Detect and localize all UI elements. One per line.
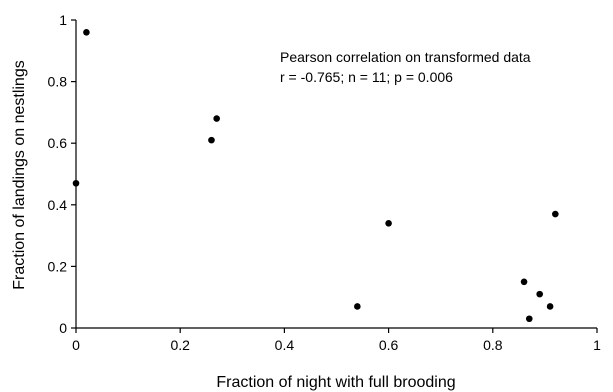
data-point <box>385 219 392 227</box>
annotation-line-2: r = -0.765; n = 11; p = 0.006 <box>280 69 453 85</box>
data-point <box>520 278 528 286</box>
data-point <box>525 315 533 323</box>
x-axis-title: Fraction of night with full brooding <box>216 374 455 391</box>
y-axis-title: Fraction of landings on nestlings <box>11 60 28 289</box>
y-ticks: 0 0.2 0.4 0.6 0.8 1 <box>48 12 76 336</box>
annotation-line-1: Pearson correlation on transformed data <box>280 49 531 65</box>
x-tick-label: 0.2 <box>170 337 190 353</box>
x-tick-label: 0 <box>72 337 80 353</box>
data-point <box>354 303 361 310</box>
y-tick-label: 0.2 <box>48 258 68 274</box>
data-point <box>552 210 559 218</box>
y-tick-label: 0.4 <box>48 197 68 213</box>
axes <box>75 20 597 329</box>
y-tick-label: 0.6 <box>48 135 68 151</box>
y-tick-label: 1 <box>59 12 67 28</box>
x-tick-label: 0.6 <box>379 337 399 353</box>
y-tick-label: 0.8 <box>48 74 68 90</box>
data-point <box>208 136 215 144</box>
data-point <box>213 115 220 122</box>
x-tick-label: 0.8 <box>483 337 503 353</box>
x-tick-label: 0.4 <box>275 337 295 353</box>
x-ticks: 0 0.2 0.4 0.6 0.8 1 <box>72 328 601 353</box>
data-point <box>536 290 543 298</box>
data-point <box>83 29 90 36</box>
data-point <box>546 303 554 310</box>
data-points <box>72 29 559 323</box>
x-tick-label: 1 <box>593 337 601 353</box>
y-tick-label: 0 <box>59 320 67 336</box>
data-point <box>72 179 80 187</box>
